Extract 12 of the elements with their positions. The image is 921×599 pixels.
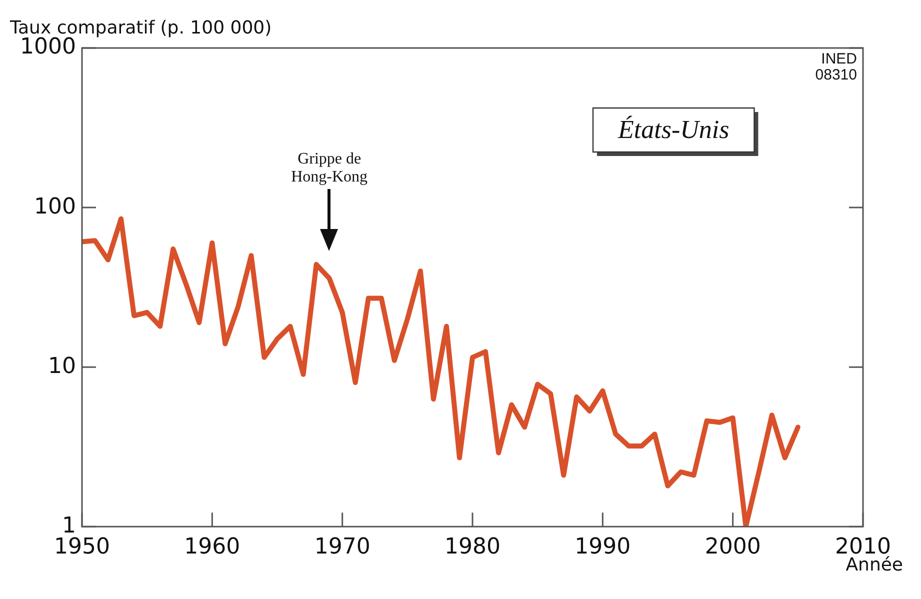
x-tick-label: 1980 (444, 534, 500, 560)
text: États-Unis (616, 114, 730, 144)
x-tick-label: 2000 (704, 534, 761, 560)
annotation: Grippe de Hong-Kong (291, 150, 368, 186)
x-tick-label: 1970 (314, 534, 370, 560)
y-tick-label: 1000 (20, 34, 76, 60)
x-tick-label: 1990 (574, 534, 631, 560)
x-axis-title: Année (846, 554, 903, 576)
y-tick-label: 10 (48, 354, 76, 379)
annotation: INED 08310 (815, 50, 858, 84)
x-tick-label: 1960 (184, 534, 240, 560)
y-tick-label: 100 (34, 194, 76, 220)
